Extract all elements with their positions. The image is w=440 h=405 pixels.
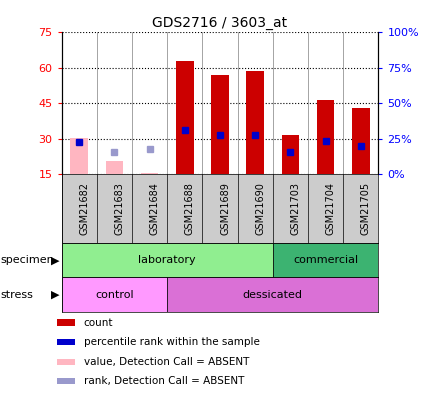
Text: count: count: [84, 318, 113, 328]
Text: GSM21705: GSM21705: [361, 182, 371, 235]
Bar: [106, 161, 123, 174]
Text: control: control: [95, 290, 134, 300]
Bar: [57, 378, 75, 384]
Bar: [57, 359, 75, 365]
Title: GDS2716 / 3603_at: GDS2716 / 3603_at: [152, 16, 288, 30]
Text: GSM21689: GSM21689: [220, 182, 230, 235]
Bar: [141, 173, 158, 174]
Bar: [317, 100, 334, 174]
Text: rank, Detection Call = ABSENT: rank, Detection Call = ABSENT: [84, 376, 244, 386]
Text: laboratory: laboratory: [139, 255, 196, 265]
Text: ▶: ▶: [51, 290, 59, 300]
Text: GSM21690: GSM21690: [255, 182, 265, 235]
Text: ▶: ▶: [51, 255, 59, 265]
Text: GSM21704: GSM21704: [326, 182, 336, 235]
Bar: [57, 320, 75, 326]
Bar: [176, 61, 194, 174]
Bar: [352, 108, 370, 174]
Bar: [211, 75, 229, 174]
Bar: [62, 277, 167, 312]
Text: GSM21683: GSM21683: [114, 182, 125, 235]
Bar: [62, 243, 273, 277]
Text: commercial: commercial: [293, 255, 358, 265]
Bar: [70, 138, 88, 174]
Bar: [167, 277, 378, 312]
Text: percentile rank within the sample: percentile rank within the sample: [84, 337, 260, 347]
Bar: [273, 243, 378, 277]
Text: GSM21684: GSM21684: [150, 182, 160, 235]
Text: value, Detection Call = ABSENT: value, Detection Call = ABSENT: [84, 357, 249, 367]
Text: stress: stress: [0, 290, 33, 300]
Text: GSM21682: GSM21682: [79, 182, 89, 235]
Text: GSM21703: GSM21703: [290, 182, 301, 235]
Bar: [57, 339, 75, 345]
Bar: [282, 135, 299, 174]
Text: specimen: specimen: [0, 255, 54, 265]
Bar: [246, 71, 264, 174]
Text: dessicated: dessicated: [243, 290, 303, 300]
Text: GSM21688: GSM21688: [185, 182, 195, 235]
